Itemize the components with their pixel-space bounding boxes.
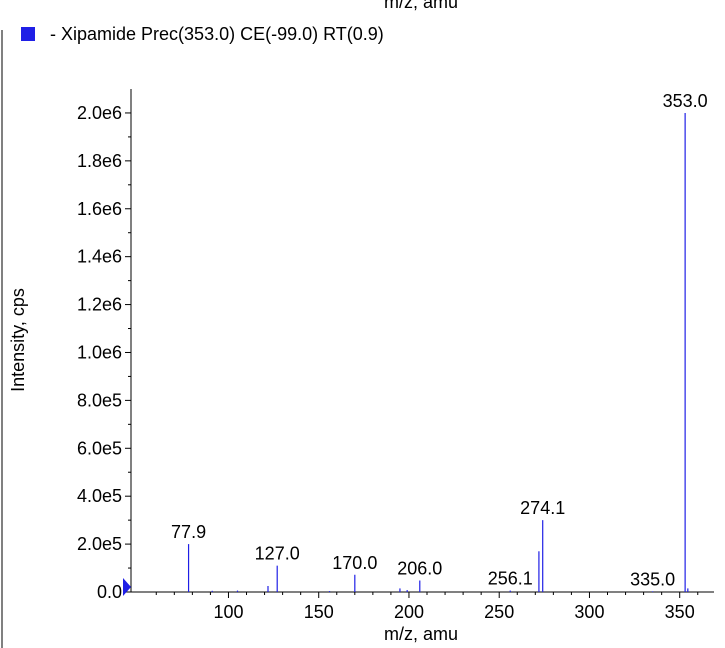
peak-label: 274.1 bbox=[520, 498, 565, 518]
y-tick-label: 8.0e5 bbox=[77, 390, 122, 410]
y-tick-label: 0.0 bbox=[97, 582, 122, 602]
y-tick-label: 6.0e5 bbox=[77, 438, 122, 458]
peak-label: 170.0 bbox=[332, 553, 377, 573]
x-ticks: 100 150 200 250 300 350 bbox=[213, 592, 694, 622]
x-tick-label: 300 bbox=[574, 602, 604, 622]
y-tick-label: 1.8e6 bbox=[77, 151, 122, 171]
peak-label: 353.0 bbox=[663, 91, 708, 111]
x-tick-label: 100 bbox=[213, 602, 243, 622]
y-tick-label: 1.6e6 bbox=[77, 199, 122, 219]
y-tick-label: 1.2e6 bbox=[77, 295, 122, 315]
legend-swatch bbox=[21, 27, 35, 41]
precursor-marker bbox=[123, 578, 131, 596]
minor-ticks bbox=[128, 137, 698, 595]
legend-text: - Xipamide Prec(353.0) CE(-99.0) RT(0.9) bbox=[50, 24, 384, 44]
x-tick-label: 200 bbox=[394, 602, 424, 622]
peak-label: 77.9 bbox=[171, 522, 206, 542]
y-tick-label: 1.0e6 bbox=[77, 342, 122, 362]
peak-label: 127.0 bbox=[255, 544, 300, 564]
y-ticks: 0.0 2.0e5 4.0e5 6.0e5 8.0e5 1.0e6 1.2e6 1.4e6 1.… bbox=[77, 103, 131, 602]
peak-label: 256.1 bbox=[488, 569, 533, 589]
y-tick-label: 2.0e6 bbox=[77, 103, 122, 123]
peak-label: 206.0 bbox=[397, 559, 442, 579]
x-tick-label: 250 bbox=[484, 602, 514, 622]
peak-label: 335.0 bbox=[630, 569, 675, 589]
y-tick-label: 4.0e5 bbox=[77, 486, 122, 506]
x-axis-label: m/z, amu bbox=[384, 624, 458, 644]
x-tick-label: 350 bbox=[665, 602, 695, 622]
x-tick-label: 150 bbox=[304, 602, 334, 622]
peak-labels: 77.9 127.0 170.0 206.0 256.1 274.1 335.0 353.0 bbox=[171, 91, 708, 589]
peaks bbox=[189, 113, 688, 592]
y-axis-label: Intensity, cps bbox=[8, 288, 28, 392]
y-tick-label: 2.0e5 bbox=[77, 534, 122, 554]
top-cut-axis-label: m/z, amu bbox=[384, 0, 458, 12]
y-tick-label: 1.4e6 bbox=[77, 247, 122, 267]
